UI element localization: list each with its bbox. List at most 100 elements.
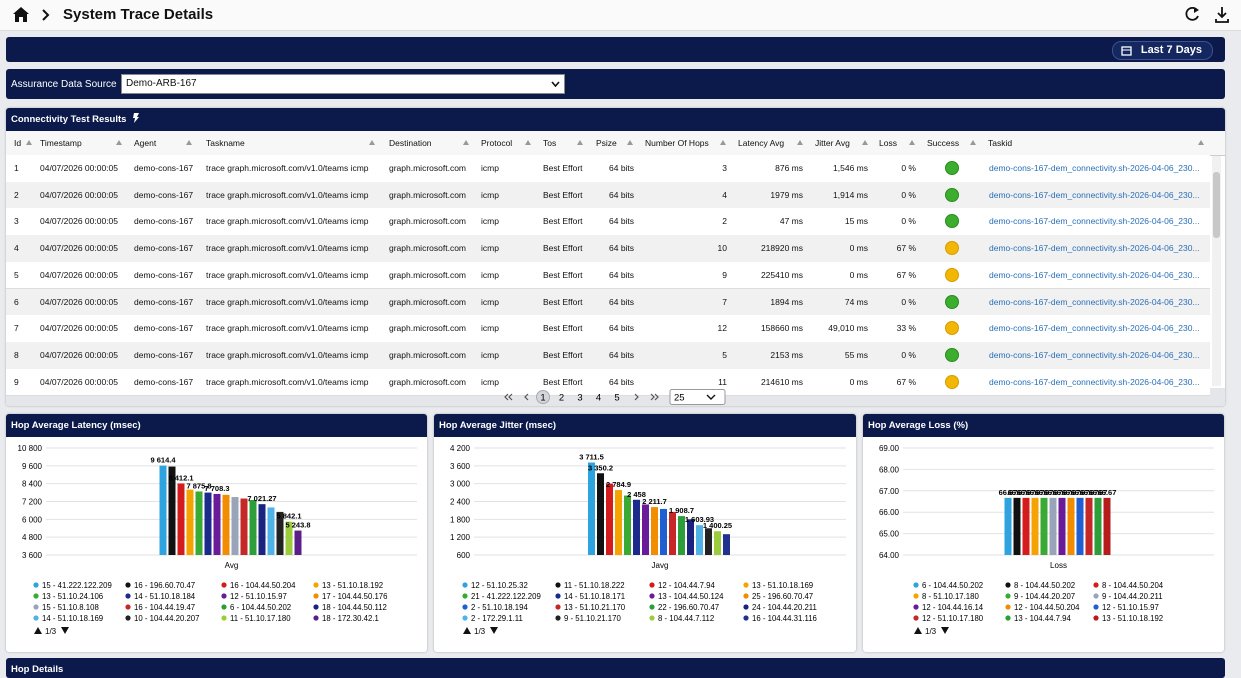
results-title: Connectivity Test Results: [6, 108, 1225, 131]
taskid-link: demo-cons-167-dem_connectivity.sh-2026-0…: [989, 349, 1200, 360]
refresh-icon[interactable]: [1185, 6, 1199, 21]
legend-swatch: [1093, 582, 1099, 588]
filter-icon[interactable]: [132, 113, 140, 123]
legend-label[interactable]: 12 - 104.44.50.204: [1014, 603, 1080, 612]
download-icon[interactable]: [1215, 7, 1229, 23]
legend-label[interactable]: 9 - 104.44.20.211: [1102, 592, 1163, 601]
legend-page: 1/3: [45, 627, 57, 636]
legend-label[interactable]: 13 - 51.10.18.169: [752, 581, 813, 590]
legend-swatch: [462, 593, 468, 599]
legend-label[interactable]: 9 - 51.10.21.170: [564, 614, 621, 623]
page-number[interactable]: 5: [614, 393, 619, 404]
bar: [159, 465, 167, 555]
table-cell: 49,010 ms: [828, 323, 868, 334]
legend-label[interactable]: 13 - 51.10.18.192: [322, 581, 383, 590]
legend-label[interactable]: 13 - 51.10.18.192: [1102, 614, 1163, 623]
page-number[interactable]: 1: [540, 393, 545, 404]
legend-label[interactable]: 11 - 51.10.17.180: [230, 614, 291, 623]
legend-label[interactable]: 16 - 104.44.50.204: [230, 581, 296, 590]
legend-swatch: [1093, 593, 1099, 599]
legend-label[interactable]: 14 - 51.10.18.171: [564, 592, 625, 601]
table-cell: 04/07/2026 00:00:05: [40, 376, 118, 387]
chart-panel: Hop Average Jitter (msec) 600 1 200 1 800 2 …: [434, 414, 856, 652]
legend-label[interactable]: 12 - 51.10.15.97: [1102, 603, 1159, 612]
legend-label[interactable]: 6 - 104.44.50.202: [922, 581, 983, 590]
legend-label[interactable]: 14 - 51.10.18.169: [42, 614, 103, 623]
legend-label[interactable]: 21 - 41.222.122.209: [471, 592, 541, 601]
table-cell: 9: [14, 376, 19, 387]
legend-label[interactable]: 13 - 51.10.24.106: [42, 592, 103, 601]
legend-label[interactable]: 13 - 104.44.50.124: [658, 592, 724, 601]
legend-swatch: [125, 615, 131, 621]
legend-label[interactable]: 8 - 104.44.50.204: [1102, 581, 1164, 590]
legend-label[interactable]: 25 - 196.60.70.47: [752, 592, 813, 601]
legend-label[interactable]: 14 - 51.10.18.184: [134, 592, 196, 601]
data-label: 1 400.25: [703, 521, 732, 530]
legend-label[interactable]: 9 - 104.44.20.207: [1014, 592, 1075, 601]
legend-prev[interactable]: [34, 627, 42, 634]
legend-label[interactable]: 10 - 104.44.20.207: [134, 614, 199, 623]
legend-label[interactable]: 22 - 196.60.70.47: [658, 603, 719, 612]
table-cell: 5: [722, 349, 727, 360]
legend-next[interactable]: [61, 627, 69, 634]
legend-label[interactable]: 24 - 104.44.20.211: [752, 603, 817, 612]
page-number[interactable]: 2: [559, 393, 564, 404]
page-nav: [650, 393, 659, 401]
legend-next[interactable]: [941, 627, 949, 634]
legend-label[interactable]: 17 - 104.44.50.176: [322, 592, 387, 601]
date-range-text: Last 7 Days: [1140, 44, 1202, 56]
data-label: 66.67: [1071, 488, 1090, 497]
taskid-link: demo-cons-167-dem_connectivity.sh-2026-0…: [989, 216, 1200, 227]
legend-label[interactable]: 8 - 51.10.17.180: [922, 592, 979, 601]
legend-label[interactable]: 18 - 104.44.50.112: [322, 603, 387, 612]
table-cell: 64 bits: [609, 349, 635, 360]
legend-label[interactable]: 6 - 104.44.50.202: [230, 603, 291, 612]
table-cell: 3: [14, 216, 19, 227]
legend-label[interactable]: 13 - 104.44.7.94: [1014, 614, 1071, 623]
bar: [633, 499, 640, 555]
bar: [204, 492, 212, 555]
success-indicator: [945, 267, 959, 282]
legend-swatch: [743, 593, 749, 599]
legend-swatch: [1005, 604, 1011, 610]
legend-label[interactable]: 2 - 172.29.1.11: [471, 614, 523, 623]
legend-label[interactable]: 16 - 104.44.31.116: [752, 614, 817, 623]
legend-label[interactable]: 8 - 104.44.7.112: [658, 614, 714, 623]
legend-label[interactable]: 13 - 51.10.21.170: [564, 603, 626, 612]
legend-next[interactable]: [490, 627, 498, 634]
table-cell: icmp: [481, 296, 499, 307]
success-indicator: [945, 321, 959, 336]
data-label: 66.67: [1089, 488, 1108, 497]
table-cell: trace graph.microsoft.com/v1.0/teams icm…: [206, 189, 369, 200]
legend-label[interactable]: 12 - 51.10.17.180: [922, 614, 984, 623]
legend-swatch: [649, 615, 655, 621]
home-icon[interactable]: [13, 7, 29, 22]
scroll-thumb[interactable]: [1213, 172, 1220, 238]
select-caret: [551, 81, 560, 87]
date-bar: Last 7 Days: [6, 37, 1225, 62]
legend-label[interactable]: 12 - 51.10.15.97: [230, 592, 287, 601]
legend-label[interactable]: 18 - 172.30.42.1: [322, 614, 379, 623]
source-select[interactable]: Demo-ARB-167: [121, 74, 565, 94]
legend-prev[interactable]: [463, 627, 471, 634]
chart-panel: Hop Average Latency (msec) 3 600 4 800 6 00…: [6, 414, 427, 652]
page-number[interactable]: 3: [577, 393, 582, 404]
legend-prev[interactable]: [914, 627, 922, 634]
legend-label[interactable]: 15 - 51.10.8.108: [42, 603, 99, 612]
column-header: Loss: [879, 138, 897, 148]
legend-label[interactable]: 12 - 104.44.16.14: [922, 603, 984, 612]
legend-label[interactable]: 15 - 41.222.122.209: [42, 581, 112, 590]
legend-label[interactable]: 12 - 51.10.25.32: [471, 581, 528, 590]
date-range-button[interactable]: Last 7 Days: [1111, 41, 1213, 60]
legend-swatch: [743, 582, 749, 588]
page-number[interactable]: 4: [596, 393, 601, 404]
legend-label[interactable]: 2 - 51.10.18.194: [471, 603, 528, 612]
legend-label[interactable]: 12 - 104.44.7.94: [658, 581, 715, 590]
table-cell: 64 bits: [609, 216, 635, 227]
table-cell: graph.microsoft.com: [389, 349, 466, 360]
legend-label[interactable]: 8 - 104.44.50.202: [1014, 581, 1075, 590]
legend-label[interactable]: 11 - 51.10.18.222: [564, 581, 625, 590]
legend-label[interactable]: 16 - 196.60.70.47: [134, 581, 195, 590]
legend-label[interactable]: 16 - 104.44.19.47: [134, 603, 195, 612]
bar: [213, 493, 221, 555]
